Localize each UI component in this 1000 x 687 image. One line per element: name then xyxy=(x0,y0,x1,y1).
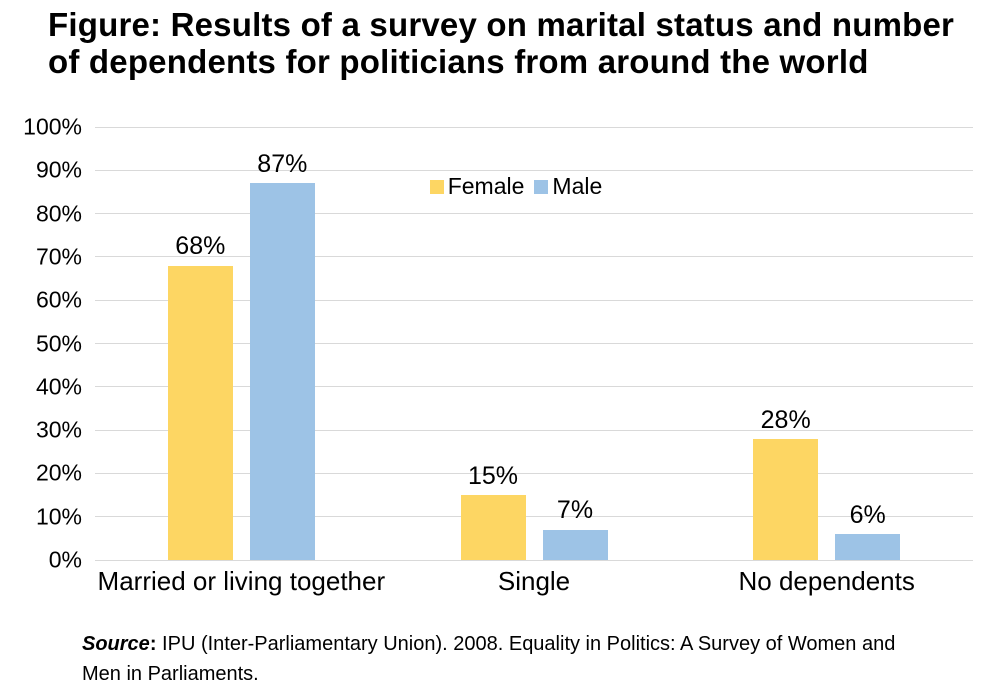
bar-male xyxy=(835,534,901,560)
legend-label: Female xyxy=(447,173,525,199)
gridline xyxy=(95,299,973,301)
bar-group: 28% 6% xyxy=(680,127,973,560)
y-tick-label: 60% xyxy=(35,286,82,313)
bar-value-label: 87% xyxy=(257,150,308,179)
y-tick-label: 70% xyxy=(35,243,82,270)
bar-column: 7% xyxy=(542,127,608,560)
gridline xyxy=(95,343,973,344)
bar-column: 28% xyxy=(753,127,819,560)
bar-female xyxy=(753,438,819,560)
legend-item-female: Female xyxy=(429,173,525,199)
legend: Female Male xyxy=(77,175,955,198)
bar-value-label: 7% xyxy=(556,496,594,525)
bar-value-label: 68% xyxy=(175,232,226,261)
bar-value-label: 15% xyxy=(467,461,519,490)
gridline xyxy=(95,472,973,474)
source-colon: : xyxy=(149,633,157,655)
legend-swatch-icon xyxy=(534,179,549,194)
bar-male xyxy=(542,529,608,560)
bar-male xyxy=(249,183,315,560)
y-tick-label: 0% xyxy=(48,546,82,573)
bar-value-label: 28% xyxy=(760,405,811,434)
y-tick-label: 90% xyxy=(35,156,82,183)
legend-swatch-icon xyxy=(429,179,444,194)
gridline xyxy=(95,429,973,431)
bar-group: 15% 7% xyxy=(388,127,681,560)
category-label: No dependents xyxy=(738,566,915,596)
gridline xyxy=(95,169,973,171)
bar-value-label: 6% xyxy=(849,500,886,529)
y-tick-label: 80% xyxy=(35,200,82,227)
plot-area: Female Male 68% 87% 15% 7% 28% 6% xyxy=(95,126,973,561)
y-tick-label: 20% xyxy=(35,459,82,486)
bar-female xyxy=(460,495,526,560)
bar-column: 15% xyxy=(460,127,526,560)
gridline xyxy=(95,559,973,561)
source-text: IPU (Inter-Parliamentary Union). 2008. E… xyxy=(82,633,896,685)
y-tick-label: 10% xyxy=(35,503,82,530)
y-tick-label: 50% xyxy=(35,330,82,356)
gridline xyxy=(95,126,973,128)
source-label: Source xyxy=(82,633,150,655)
bar-female xyxy=(167,265,233,560)
gridline xyxy=(95,256,973,258)
legend-item-male: Male xyxy=(534,175,602,198)
legend-label: Male xyxy=(552,173,603,199)
bar-column: 87% xyxy=(249,127,315,560)
chart-title: Figure: Results of a survey on marital s… xyxy=(48,6,955,80)
source-note: Source: IPU (Inter-Parliamentary Union).… xyxy=(82,629,922,687)
y-tick-label: 100% xyxy=(23,113,82,140)
y-tick-label: 30% xyxy=(35,416,82,443)
category-label: Married or living together xyxy=(97,566,386,596)
y-axis: 0% 10% 20% 30% 40% 50% 60% 70% 80% 90% 100% xyxy=(0,114,95,573)
bar-groups: 68% 87% 15% 7% 28% 6% xyxy=(95,127,973,560)
y-tick-label: 40% xyxy=(35,373,82,400)
gridline xyxy=(95,516,973,518)
gridline xyxy=(95,213,973,215)
gridline xyxy=(95,386,973,388)
bar-group: 68% 87% xyxy=(95,127,388,560)
bar-column: 6% xyxy=(835,127,901,560)
bar-column: 68% xyxy=(167,127,233,560)
category-label: Single xyxy=(497,566,571,596)
category-labels: Married or living together Single No depen… xyxy=(95,566,973,597)
